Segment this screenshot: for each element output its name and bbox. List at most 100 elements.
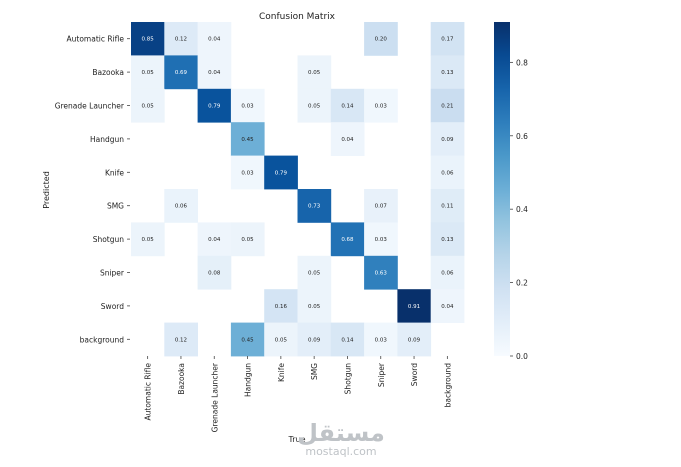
y-axis-ticks: Automatic Rifle Bazooka Grenade Launcher Ha… bbox=[55, 35, 130, 344]
heatmap-cell bbox=[230, 322, 265, 357]
heatmap-cell bbox=[364, 322, 398, 357]
heatmap-cell bbox=[264, 289, 298, 323]
cell-value-label: 0.05 bbox=[308, 70, 321, 76]
y-tick-label-handgun: Handgun bbox=[90, 135, 124, 144]
cell-value-label: 0.63 bbox=[375, 271, 388, 277]
watermark-latin: mostaql.com bbox=[305, 445, 377, 458]
colorbar-gradient bbox=[494, 22, 510, 356]
cell-value-label: 0.09 bbox=[308, 337, 321, 343]
heatmap-cell bbox=[430, 122, 465, 156]
heatmap-cell bbox=[230, 122, 265, 156]
y-tick-label-knife: Knife bbox=[105, 168, 124, 177]
heatmap-cell bbox=[430, 189, 465, 223]
cell-value-label: 0.14 bbox=[341, 104, 354, 110]
heatmap-cell bbox=[197, 255, 232, 290]
heatmap-cell bbox=[164, 22, 198, 56]
heatmap-cell bbox=[264, 155, 298, 190]
x-tick-label-grenade-launcher: Grenade Launcher bbox=[210, 362, 219, 432]
cell-value-label: 0.07 bbox=[375, 204, 388, 210]
heatmap-cell bbox=[197, 22, 232, 56]
cell-value-label: 0.91 bbox=[408, 304, 420, 310]
heatmap-cell bbox=[430, 88, 465, 123]
heatmap-cell bbox=[430, 55, 465, 90]
heatmap-cell bbox=[164, 189, 198, 223]
heatmap-cell bbox=[230, 222, 265, 257]
heatmap-cell bbox=[164, 322, 198, 357]
heatmap-cell bbox=[131, 222, 165, 257]
heatmap-cell bbox=[430, 255, 465, 290]
cell-value-label: 0.12 bbox=[175, 37, 187, 43]
cell-value-label: 0.09 bbox=[441, 137, 454, 143]
cell-value-label: 0.20 bbox=[375, 37, 388, 43]
heatmap-cell bbox=[230, 155, 265, 190]
heatmap-cell bbox=[397, 322, 432, 357]
heatmap-cell bbox=[197, 55, 232, 90]
y-axis-label: Predicted bbox=[42, 171, 51, 209]
colorbar-tick-label: 0.0 bbox=[516, 352, 528, 361]
heatmap-cell bbox=[430, 155, 465, 190]
heatmap-cell bbox=[397, 289, 432, 323]
y-tick-label-background: background bbox=[80, 335, 125, 344]
heatmap-cell bbox=[297, 255, 332, 290]
heatmap-cell bbox=[364, 22, 398, 56]
cell-value-label: 0.05 bbox=[142, 70, 155, 76]
watermark: مستقل mostaql.com bbox=[296, 420, 386, 458]
heatmap-cell bbox=[364, 189, 398, 223]
heatmap-cell bbox=[131, 88, 165, 123]
colorbar: 0.0 0.2 0.4 0.6 0.8 bbox=[494, 22, 528, 361]
cell-value-label: 0.04 bbox=[208, 237, 221, 243]
heatmap-cell bbox=[297, 322, 332, 357]
y-tick-label-sniper: Sniper bbox=[100, 269, 125, 278]
cell-value-label: 0.85 bbox=[142, 37, 155, 43]
cell-value-label: 0.69 bbox=[175, 70, 188, 76]
heatmap-cell bbox=[364, 255, 398, 290]
y-tick-label-automatic-rifle: Automatic Rifle bbox=[67, 35, 125, 44]
x-tick-label-automatic-rifle: Automatic Rifle bbox=[144, 363, 153, 421]
cell-value-label: 0.05 bbox=[308, 304, 321, 310]
cell-value-label: 0.04 bbox=[208, 70, 221, 76]
cell-value-label: 0.16 bbox=[275, 304, 288, 310]
heatmap-cell bbox=[430, 222, 465, 257]
x-axis-label: True bbox=[288, 435, 306, 444]
heatmap-cell bbox=[330, 122, 365, 156]
colorbar-tick-label: 0.2 bbox=[516, 279, 528, 288]
cell-value-label: 0.05 bbox=[241, 237, 254, 243]
cell-value-label: 0.45 bbox=[241, 137, 254, 143]
cell-value-label: 0.04 bbox=[441, 304, 454, 310]
heatmap-cell bbox=[330, 88, 365, 123]
cell-value-label: 0.04 bbox=[341, 137, 354, 143]
y-tick-label-grenade-launcher: Grenade Launcher bbox=[55, 102, 125, 111]
cell-value-label: 0.03 bbox=[241, 170, 254, 176]
cell-value-label: 0.06 bbox=[441, 271, 454, 277]
cell-value-label: 0.08 bbox=[208, 271, 221, 277]
y-tick-label-smg: SMG bbox=[107, 202, 124, 211]
cell-value-label: 0.04 bbox=[208, 37, 221, 43]
heatmap-cell bbox=[297, 88, 332, 123]
y-tick-label-sword: Sword bbox=[101, 302, 124, 311]
cell-value-label: 0.05 bbox=[308, 271, 321, 277]
cell-value-label: 0.03 bbox=[241, 104, 254, 110]
watermark-arabic: مستقل bbox=[297, 419, 385, 447]
heatmap-cell bbox=[197, 88, 232, 123]
colorbar-tick-label: 0.4 bbox=[516, 205, 528, 214]
cell-value-label: 0.68 bbox=[341, 237, 354, 243]
heatmap-cell bbox=[131, 22, 165, 56]
cell-value-label: 0.06 bbox=[175, 204, 188, 210]
cell-value-label: 0.06 bbox=[441, 170, 454, 176]
cell-value-label: 0.79 bbox=[275, 170, 288, 176]
cell-value-label: 0.14 bbox=[341, 337, 354, 343]
x-tick-label-background: background bbox=[443, 363, 452, 408]
cell-value-label: 0.05 bbox=[142, 104, 155, 110]
heatmap-cell bbox=[297, 55, 332, 90]
colorbar-tick-label: 0.8 bbox=[516, 58, 528, 67]
heatmap-cell bbox=[330, 222, 365, 257]
x-tick-label-shotgun: Shotgun bbox=[343, 363, 352, 395]
heatmap-cell bbox=[330, 322, 365, 357]
heatmap-cells: 0.85 0.12 0.04 0.20 0.17 0.05 0.69 0.04 0.05 0.13… bbox=[131, 22, 465, 357]
heatmap-cell bbox=[364, 222, 398, 257]
x-tick-label-sword: Sword bbox=[410, 363, 419, 386]
heatmap-cell bbox=[264, 322, 298, 357]
x-tick-label-sniper: Sniper bbox=[377, 362, 386, 387]
cell-value-label: 0.21 bbox=[441, 104, 453, 110]
